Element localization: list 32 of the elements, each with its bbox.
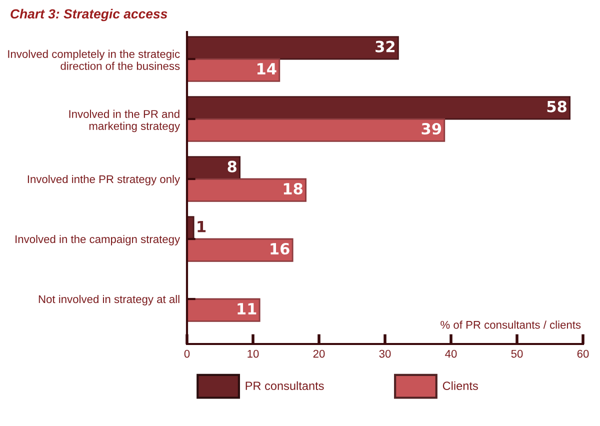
data-label: 1 (198, 220, 206, 232)
bar (187, 178, 306, 202)
x-tick-label: 0 (184, 350, 190, 358)
bar (187, 298, 260, 322)
data-label: 39 (422, 122, 442, 135)
bar (187, 58, 280, 82)
data-label: 32 (376, 40, 394, 52)
x-tick-label: 40 (445, 350, 457, 358)
x-tick-label: 20 (313, 350, 325, 358)
data-label: 18 (284, 182, 302, 195)
y-tick-label: Involved in the campaign strategy (16, 234, 180, 246)
data-label: 8 (228, 160, 236, 172)
y-tick-label: Involved in the PR and marketing strategy (69, 110, 180, 132)
data-label: 11 (238, 303, 256, 314)
legend-label: Clients (442, 381, 478, 390)
legend-label: PR consultants (246, 381, 324, 390)
bar (187, 96, 570, 120)
data-label: 58 (547, 100, 566, 112)
bar (187, 238, 294, 262)
bar (187, 36, 399, 60)
x-tick-label: 50 (511, 350, 523, 358)
x-tick-label: 30 (379, 350, 391, 358)
data-label: 16 (270, 242, 290, 255)
x-axis-title: % of PR consultants / clients (440, 320, 581, 329)
y-tick-label: Involved completely in the strategic direction of the business (8, 50, 180, 70)
bar (187, 118, 446, 142)
y-tick-label: Not involved in strategy at all (38, 294, 180, 306)
x-tick-label: 60 (577, 350, 589, 358)
chart-title: Chart 3: Strategic access (10, 8, 168, 22)
x-tick-label: 10 (248, 350, 259, 358)
y-tick-label: Involved inthe PR strategy only (28, 174, 180, 186)
data-label: 14 (257, 63, 276, 74)
